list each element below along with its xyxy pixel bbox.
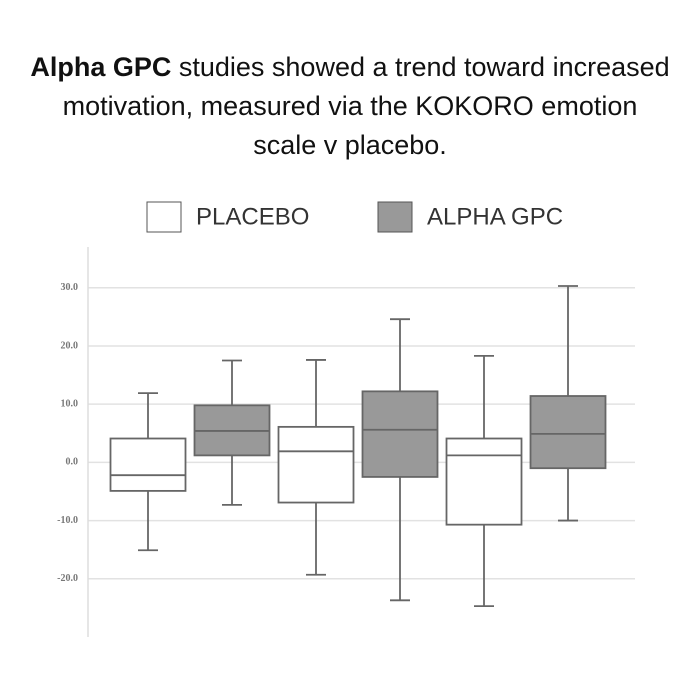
legend-swatch [377, 201, 413, 233]
legend-swatch [146, 201, 182, 233]
box [277, 425, 355, 504]
title-text: studies showed a trend toward increased … [62, 52, 670, 160]
box [109, 437, 187, 492]
y-tick-label: -20.0 [57, 573, 78, 584]
legend-label: ALPHA GPC [427, 203, 563, 230]
legend-label: PLACEBO [196, 203, 309, 230]
y-tick-label: 20.0 [61, 340, 79, 351]
y-tick-label: -10.0 [57, 515, 78, 526]
y-tick-label: 0.0 [66, 457, 79, 468]
chart-title: Alpha GPC studies showed a trend toward … [30, 48, 670, 165]
y-tick-label: 10.0 [61, 398, 79, 409]
y-tick-label: 30.0 [61, 282, 79, 293]
box [361, 390, 439, 478]
title-bold: Alpha GPC [30, 52, 172, 82]
box [529, 395, 607, 470]
box [445, 437, 523, 526]
